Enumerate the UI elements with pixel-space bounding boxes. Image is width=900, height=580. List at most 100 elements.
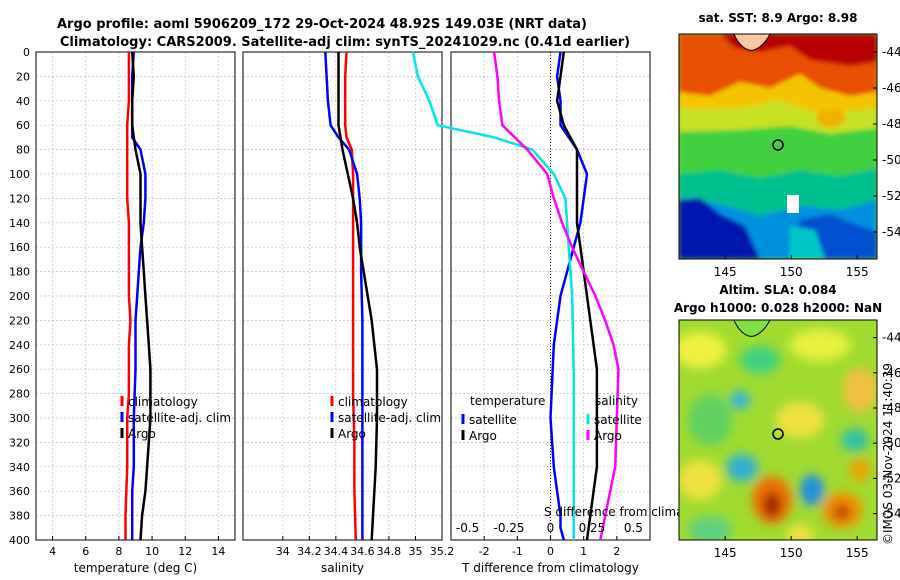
x-tick-label: 10 (145, 545, 159, 558)
x-tick-label: 34.8 (377, 545, 402, 558)
x-tick-label: 35.2 (430, 545, 455, 558)
map-lat-label: -46 (882, 366, 900, 380)
depth-tick-label: 240 (9, 339, 30, 352)
x-axis-label: temperature (deg C) (74, 561, 197, 575)
depth-tick-label: 200 (9, 290, 30, 303)
series-line-satellite-adj-clim (324, 51, 364, 540)
depth-tick-label: 260 (9, 363, 30, 376)
legend-label: satellite-adj. clim (338, 411, 441, 425)
x-tick-label: 34 (276, 545, 290, 558)
depth-tick-label: 40 (16, 95, 30, 108)
depth-tick-label: 280 (9, 388, 30, 401)
temperature-panel: 0 20 40 60 80 100 120 140 160 180 200 220 240 260 280 3… (9, 46, 236, 575)
series-line-salinity-argo (492, 51, 620, 541)
legend-label: satellite (469, 413, 517, 427)
depth-tick-label: 340 (9, 461, 30, 474)
map-lat-label: -50 (882, 436, 900, 450)
depth-tick-label: 80 (16, 144, 30, 157)
x-axis-label: T difference from climatology (461, 561, 639, 575)
legend-label: climatology (128, 395, 198, 409)
legend-title-salinity: salinity (595, 394, 638, 408)
legend-title-temperature: temperature (470, 394, 545, 408)
x-tick-label: 14 (211, 545, 225, 558)
depth-tick-label: 100 (9, 168, 30, 181)
series-line-salinity-satellite (411, 51, 575, 540)
depth-tick-label: 120 (9, 192, 30, 205)
x-tick-label: 34.2 (297, 545, 322, 558)
legend-label: satellite (594, 413, 642, 427)
map-lat-label: -52 (882, 471, 900, 485)
map-lat-label: -44 (882, 45, 900, 59)
x-tick-label: 8 (115, 545, 122, 558)
map-lat-label: -48 (882, 117, 900, 131)
difference-panel: -2 -1 0 1 2 T difference from climatology S di… (411, 51, 721, 575)
x-tick-label: 34.4 (324, 545, 349, 558)
secondary-tick-label: 0.25 (579, 521, 606, 535)
map-lat-label: -54 (882, 507, 900, 521)
legend-label: Argo (128, 427, 156, 441)
depth-tick-label: 160 (9, 241, 30, 254)
map-lat-label: -46 (882, 81, 900, 95)
map-lon-label: 150 (780, 265, 803, 279)
secondary-tick-label: -0.5 (456, 521, 479, 535)
x-tick-label: 0 (547, 545, 554, 558)
legend-label: climatology (338, 395, 408, 409)
salinity-panel: 34 34.2 34.4 34.6 34.8 35 35.2 salinity climatol… (242, 51, 455, 575)
map-lat-label: -52 (882, 189, 900, 203)
x-tick-label: 4 (49, 545, 56, 558)
x-tick-label: -1 (512, 545, 523, 558)
map-lat-label: -44 (882, 331, 900, 345)
x-tick-label: 35 (408, 545, 422, 558)
sla-map: 145 150 155 -44 -46 -48 -50 -52 -54 (678, 319, 900, 560)
map-lon-label: 150 (780, 546, 803, 560)
depth-tick-label: 380 (9, 510, 30, 523)
map-lon-label: 145 (714, 546, 737, 560)
depth-tick-label: 400 (9, 534, 30, 547)
depth-tick-label: 0 (23, 46, 30, 59)
legend-label: Argo (594, 429, 622, 443)
sla-map-title-line-2: Argo h1000: 0.028 h2000: NaN (674, 301, 882, 315)
series-line-climatology (343, 51, 358, 541)
secondary-axis-label: S difference from climatology (544, 505, 721, 519)
map-lon-label: 155 (846, 265, 869, 279)
series-line-argo (337, 52, 379, 541)
x-tick-label: 34.6 (350, 545, 375, 558)
depth-tick-label: 220 (9, 314, 30, 327)
depth-tick-label: 60 (16, 119, 30, 132)
legend-label: Argo (469, 429, 497, 443)
map-lat-label: -54 (882, 225, 900, 239)
axes-frame (35, 51, 236, 541)
depth-tick-label: 180 (9, 266, 30, 279)
x-tick-label: -2 (479, 545, 490, 558)
legend-label: satellite-adj. clim (128, 411, 231, 425)
sla-argo-marker (772, 428, 784, 440)
sla-map-title-line-1: Altim. SLA: 0.084 (719, 283, 836, 297)
map-lat-label: -48 (882, 401, 900, 415)
x-tick-label: 1 (580, 545, 587, 558)
depth-tick-label: 300 (9, 412, 30, 425)
map-lon-label: 155 (846, 546, 869, 560)
x-tick-label: 2 (613, 545, 620, 558)
secondary-tick-label: -0.25 (494, 521, 525, 535)
legend-label: Argo (338, 427, 366, 441)
series-line-argo (130, 51, 152, 541)
depth-tick-label: 20 (16, 70, 30, 83)
map-lat-label: -50 (882, 153, 900, 167)
map-lon-label: 145 (714, 265, 737, 279)
depth-tick-label: 360 (9, 485, 30, 498)
x-tick-label: 12 (178, 545, 192, 558)
secondary-tick-label: 0.5 (624, 521, 643, 535)
title-line-2: Climatology: CARS2009. Satellite-adj cli… (60, 35, 630, 50)
series-line-satellite-adj-clim (130, 51, 147, 540)
sst-map: 145 150 155 -44 -46 -48 -50 -52 -54 (678, 33, 900, 279)
x-tick-label: 6 (82, 545, 89, 558)
x-axis-label: salinity (321, 561, 364, 575)
depth-tick-label: 140 (9, 217, 30, 230)
sst-argo-marker (772, 139, 784, 151)
series-line-temperature-argo (555, 51, 599, 541)
secondary-tick-label: 0 (547, 521, 555, 535)
series-line-climatology (124, 52, 132, 540)
title-line-1: Argo profile: aoml 5906209_172 29-Oct-20… (57, 17, 587, 32)
sst-map-title: sat. SST: 8.9 Argo: 8.98 (698, 11, 857, 25)
